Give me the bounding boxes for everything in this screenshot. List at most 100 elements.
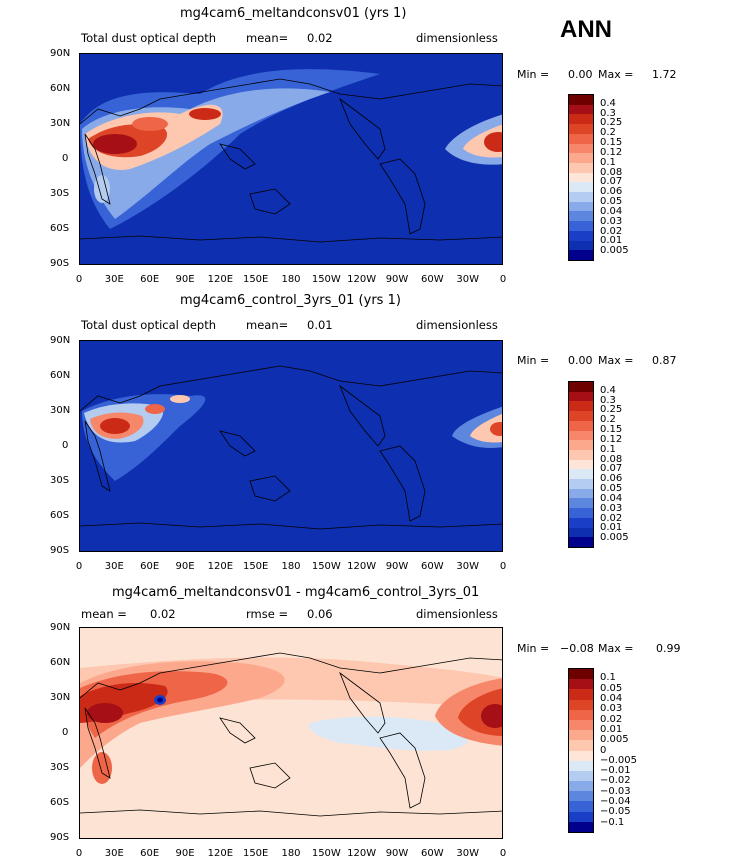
panel2-colorbar-label: 0.25 xyxy=(600,404,623,416)
panel2-lat-tick: 30N xyxy=(50,405,71,416)
panel2-lat-tick: 90S xyxy=(50,545,70,556)
panel1-mean-label: mean= xyxy=(246,31,289,45)
colorbar-swatch xyxy=(569,469,593,480)
colorbar-swatch xyxy=(569,740,593,751)
panel3-lon-tick: 150W xyxy=(311,848,341,859)
colorbar-swatch xyxy=(569,133,593,144)
panel1-colorbar-label: 0.1 xyxy=(600,156,616,168)
panel2-colorbar-label: 0.07 xyxy=(600,463,623,475)
colorbar-swatch xyxy=(569,449,593,460)
colorbar-swatch xyxy=(569,250,593,260)
colorbar-swatch xyxy=(569,124,593,134)
colorbar-swatch xyxy=(569,143,593,154)
panel1-colorbar-label: 0.005 xyxy=(600,245,629,257)
panel3-colorbar-label: 0.01 xyxy=(600,723,623,735)
panel3-lon-tick: 30W xyxy=(456,848,479,859)
panel1-lon-tick: 90E xyxy=(175,274,195,285)
colorbar-swatch xyxy=(569,201,593,212)
colorbar-swatch xyxy=(569,537,593,547)
panel1-lat-tick: 90S xyxy=(50,258,70,269)
season-label: ANN xyxy=(560,16,612,43)
panel1-lon-tick: 180 xyxy=(281,274,301,285)
colorbar-swatch xyxy=(569,508,593,518)
panel1-lon-tick: 150E xyxy=(242,274,269,285)
panel3-colorbar-label: 0 xyxy=(600,744,607,756)
panel2-colorbar-label: 0.005 xyxy=(600,532,629,544)
panel2-colorbar-label: 0.3 xyxy=(600,394,616,406)
panel1-lat-tick: 60N xyxy=(50,83,71,94)
colorbar-swatch xyxy=(569,517,593,528)
panel2-lon-tick: 150E xyxy=(242,561,269,572)
panel3-colorbar-label: 0.04 xyxy=(600,692,623,704)
panel1-lat-tick: 90N xyxy=(50,48,71,59)
panel2-colorbar-label: 0.06 xyxy=(600,473,623,485)
panel3-lat-tick: 60N xyxy=(50,657,71,668)
panel1-lat-tick: 30N xyxy=(50,118,71,129)
panel2-coastlines xyxy=(80,365,502,530)
panel2-colorbar-label: 0.1 xyxy=(600,443,616,455)
panel2-dust-atlantic-mid xyxy=(470,413,502,443)
colorbar-swatch xyxy=(569,240,593,251)
panel1-min-value: 0.00 xyxy=(568,68,593,81)
panel1-lon-tick: 30E xyxy=(104,274,124,285)
panel1-variable-label: Total dust optical depth xyxy=(81,31,216,45)
panel1-lon-tick: 150W xyxy=(311,274,341,285)
panel2-lon-tick: 30E xyxy=(104,561,124,572)
colorbar-swatch xyxy=(569,770,593,782)
panel2-units: dimensionless xyxy=(416,318,498,332)
panel2-lat-tick: 30S xyxy=(50,475,70,486)
colorbar-swatch xyxy=(569,95,593,105)
panel2-lon-tick: 150W xyxy=(311,561,341,572)
colorbar-swatch xyxy=(569,679,593,690)
colorbar-swatch xyxy=(569,172,593,183)
panel1-lon-tick: 60W xyxy=(421,274,444,285)
panel3-colorbar-label: 0.1 xyxy=(600,672,616,684)
panel1-lon-tick: 120E xyxy=(207,274,234,285)
panel1-max-label: Max = xyxy=(598,68,634,81)
panel3-mean-label: mean = xyxy=(81,607,127,621)
panel2-max-value: 0.87 xyxy=(652,354,677,367)
panel2-lon-tick: 0 xyxy=(75,561,83,572)
colorbar-swatch xyxy=(569,781,593,792)
panel2-lon-tick: 60E xyxy=(140,561,160,572)
colorbar-swatch xyxy=(569,730,593,741)
colorbar-swatch xyxy=(569,821,593,832)
panel2-colorbar-label: 0.03 xyxy=(600,502,623,514)
panel2-lat-tick: 60S xyxy=(50,510,70,521)
colorbar-swatch xyxy=(569,420,593,431)
panel2-colorbar-label: 0.05 xyxy=(600,483,623,495)
panel3-max-value: 0.99 xyxy=(656,642,681,655)
panel3-lat-tick: 90N xyxy=(50,622,71,633)
colorbar-swatch xyxy=(569,411,593,421)
panel2-colorbar-label: 0.01 xyxy=(600,522,623,534)
colorbar-swatch xyxy=(569,527,593,538)
panel3-lon-tick: 150E xyxy=(242,848,269,859)
panel3-colorbar xyxy=(568,668,594,833)
panel1-colorbar xyxy=(568,94,594,261)
panel3-colorbar-label: −0.1 xyxy=(600,816,625,828)
panel1-colorbar-label: 0.03 xyxy=(600,215,623,227)
colorbar-swatch xyxy=(569,230,593,241)
panel3-title: mg4cam6_meltandconsv01 - mg4cam6_control… xyxy=(112,585,480,600)
panel1-lat-tick: 0 xyxy=(62,153,69,164)
panel1-colorbar-label: 0.4 xyxy=(600,97,616,109)
panel3-diff-africa-south xyxy=(92,752,112,784)
panel2-dust-arabia xyxy=(145,404,165,414)
colorbar-swatch xyxy=(569,498,593,509)
colorbar-swatch xyxy=(569,104,593,115)
panel1-lon-tick: 90W xyxy=(385,274,409,285)
panel3-lon-tick: 30E xyxy=(104,848,124,859)
colorbar-swatch xyxy=(569,192,593,202)
panel2-min-value: 0.00 xyxy=(568,354,593,367)
panel1-coastlines xyxy=(80,78,502,243)
panel1-colorbar-label: 0.25 xyxy=(600,117,623,129)
colorbar-swatch xyxy=(569,162,593,173)
colorbar-swatch xyxy=(569,479,593,489)
panel1-dust-arabia xyxy=(132,117,168,131)
panel3-lon-tick: 120W xyxy=(347,848,377,859)
colorbar-swatch xyxy=(569,401,593,412)
panel2-colorbar-label: 0.12 xyxy=(600,433,623,445)
panel3-colorbar-label: −0.05 xyxy=(600,806,631,818)
colorbar-swatch xyxy=(569,440,593,450)
panel3-lat-tick: 30S xyxy=(50,762,70,773)
